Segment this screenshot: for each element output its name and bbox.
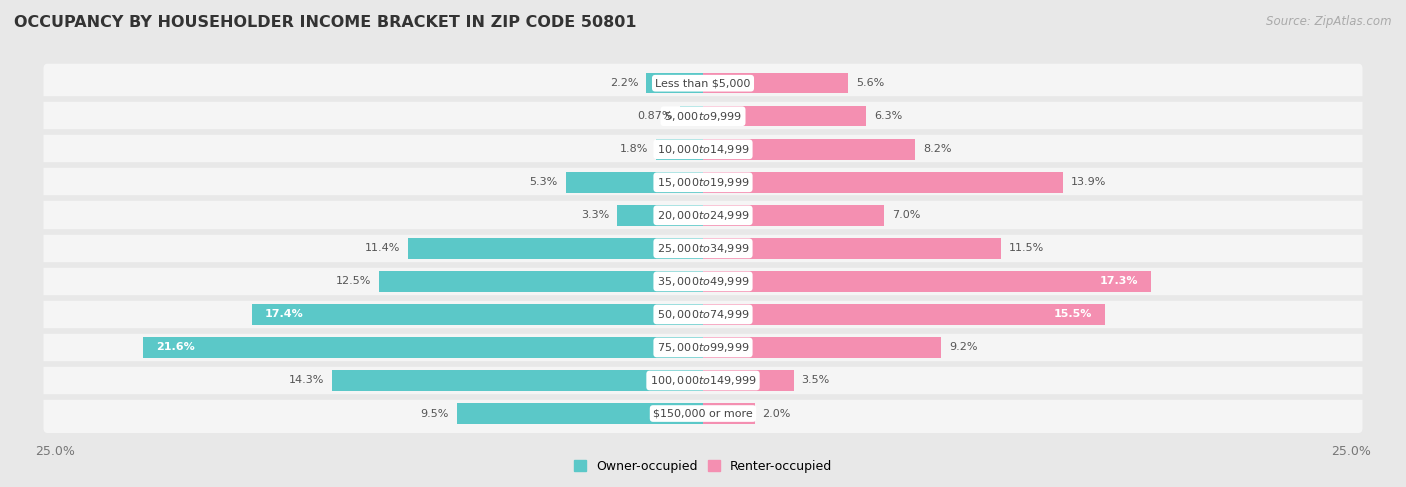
Text: $5,000 to $9,999: $5,000 to $9,999	[664, 110, 742, 123]
Bar	[703, 172, 1063, 192]
Bar	[252, 304, 703, 325]
Text: 14.3%: 14.3%	[290, 375, 325, 386]
Text: 7.0%: 7.0%	[893, 210, 921, 220]
Text: 17.4%: 17.4%	[266, 309, 304, 319]
FancyBboxPatch shape	[44, 229, 1362, 268]
Bar	[617, 205, 703, 225]
Text: 6.3%: 6.3%	[875, 111, 903, 121]
Text: 5.3%: 5.3%	[530, 177, 558, 187]
Text: 2.0%: 2.0%	[762, 409, 792, 418]
Text: 21.6%: 21.6%	[156, 342, 195, 353]
Bar	[703, 73, 848, 94]
FancyBboxPatch shape	[44, 130, 1362, 169]
Text: 11.5%: 11.5%	[1008, 244, 1045, 253]
Bar	[703, 304, 1105, 325]
FancyBboxPatch shape	[44, 64, 1362, 103]
Bar	[380, 271, 703, 292]
Text: $20,000 to $24,999: $20,000 to $24,999	[657, 209, 749, 222]
Bar	[681, 106, 703, 127]
Text: $10,000 to $14,999: $10,000 to $14,999	[657, 143, 749, 156]
Text: Source: ZipAtlas.com: Source: ZipAtlas.com	[1267, 15, 1392, 28]
Text: Less than $5,000: Less than $5,000	[655, 78, 751, 88]
Text: 3.3%: 3.3%	[582, 210, 610, 220]
FancyBboxPatch shape	[44, 262, 1362, 301]
FancyBboxPatch shape	[44, 97, 1362, 136]
Text: $25,000 to $34,999: $25,000 to $34,999	[657, 242, 749, 255]
Text: 12.5%: 12.5%	[336, 277, 371, 286]
Legend: Owner-occupied, Renter-occupied: Owner-occupied, Renter-occupied	[568, 455, 838, 478]
Text: 9.2%: 9.2%	[949, 342, 977, 353]
Bar	[703, 139, 915, 160]
FancyBboxPatch shape	[44, 295, 1362, 334]
Text: 3.5%: 3.5%	[801, 375, 830, 386]
Bar	[703, 106, 866, 127]
Text: 11.4%: 11.4%	[364, 244, 399, 253]
Bar	[645, 73, 703, 94]
FancyBboxPatch shape	[44, 394, 1362, 433]
Text: 8.2%: 8.2%	[924, 144, 952, 154]
Text: 15.5%: 15.5%	[1053, 309, 1091, 319]
Text: OCCUPANCY BY HOUSEHOLDER INCOME BRACKET IN ZIP CODE 50801: OCCUPANCY BY HOUSEHOLDER INCOME BRACKET …	[14, 15, 637, 30]
FancyBboxPatch shape	[44, 196, 1362, 235]
Text: 13.9%: 13.9%	[1071, 177, 1107, 187]
Text: 5.6%: 5.6%	[856, 78, 884, 88]
Bar	[703, 403, 755, 424]
Text: $75,000 to $99,999: $75,000 to $99,999	[657, 341, 749, 354]
FancyBboxPatch shape	[44, 361, 1362, 400]
Bar	[657, 139, 703, 160]
FancyBboxPatch shape	[44, 163, 1362, 202]
Bar	[332, 370, 703, 391]
Bar	[457, 403, 703, 424]
Bar	[703, 205, 884, 225]
Text: $35,000 to $49,999: $35,000 to $49,999	[657, 275, 749, 288]
Bar	[143, 337, 703, 358]
Text: $100,000 to $149,999: $100,000 to $149,999	[650, 374, 756, 387]
Text: 17.3%: 17.3%	[1099, 277, 1139, 286]
Text: $50,000 to $74,999: $50,000 to $74,999	[657, 308, 749, 321]
Bar	[408, 238, 703, 259]
Bar	[703, 370, 794, 391]
Bar	[703, 337, 942, 358]
Text: $150,000 or more: $150,000 or more	[654, 409, 752, 418]
Text: 0.87%: 0.87%	[637, 111, 672, 121]
Text: 1.8%: 1.8%	[620, 144, 648, 154]
Bar	[565, 172, 703, 192]
Text: 2.2%: 2.2%	[610, 78, 638, 88]
Bar	[703, 238, 1001, 259]
Text: 9.5%: 9.5%	[420, 409, 449, 418]
Text: $15,000 to $19,999: $15,000 to $19,999	[657, 176, 749, 189]
Bar	[703, 271, 1152, 292]
FancyBboxPatch shape	[44, 328, 1362, 367]
